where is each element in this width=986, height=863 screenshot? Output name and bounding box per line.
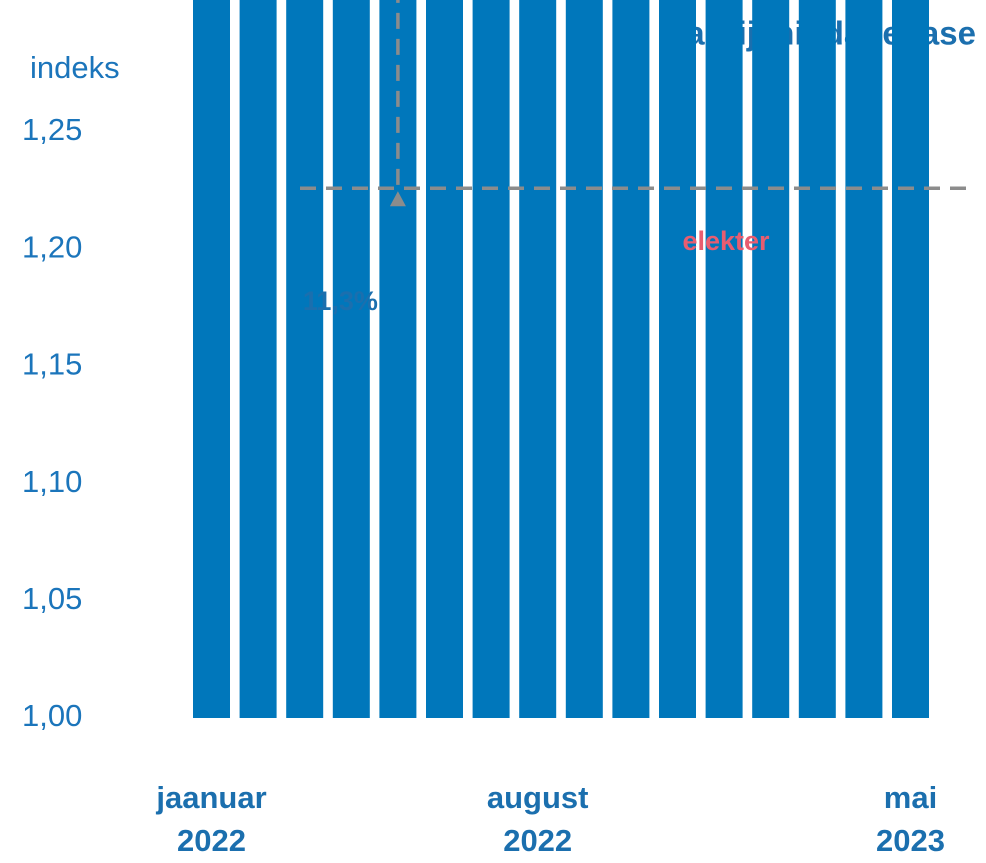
bar-segment bbox=[705, 0, 743, 718]
bar-segment bbox=[519, 0, 557, 718]
y-axis-label: indeks bbox=[30, 50, 120, 85]
y-tick-label: 1,00 bbox=[22, 698, 82, 733]
y-tick-label: 1,20 bbox=[22, 229, 82, 264]
bar-segment bbox=[193, 0, 230, 718]
bar-segment bbox=[612, 0, 650, 719]
bar-segment bbox=[286, 0, 324, 719]
bar-segment bbox=[752, 0, 790, 718]
bar-segment bbox=[565, 0, 603, 718]
bar-segment bbox=[239, 0, 277, 718]
bar-segment bbox=[845, 0, 883, 718]
bar-segment bbox=[332, 0, 370, 718]
bar-segment bbox=[659, 0, 696, 719]
bar-segment bbox=[798, 0, 836, 718]
y-tick-label: 1,25 bbox=[22, 112, 82, 147]
bar-segment bbox=[426, 0, 463, 718]
y-tick-label: 1,15 bbox=[22, 347, 82, 382]
x-tick-label: mai 2023 bbox=[876, 780, 945, 858]
x-tick-label: august 2022 bbox=[486, 780, 589, 858]
series-label: elekter bbox=[682, 226, 770, 256]
y-tick-label: 1,10 bbox=[22, 464, 82, 499]
bar-segment bbox=[892, 0, 929, 718]
x-tick-label: jaanuar 2022 bbox=[156, 780, 267, 858]
y-tick-label: 1,05 bbox=[22, 581, 82, 616]
annotation: 11,3% bbox=[303, 286, 378, 316]
bar-segment bbox=[472, 0, 510, 718]
arrow-head bbox=[389, 191, 406, 207]
bar-segment bbox=[379, 0, 417, 718]
